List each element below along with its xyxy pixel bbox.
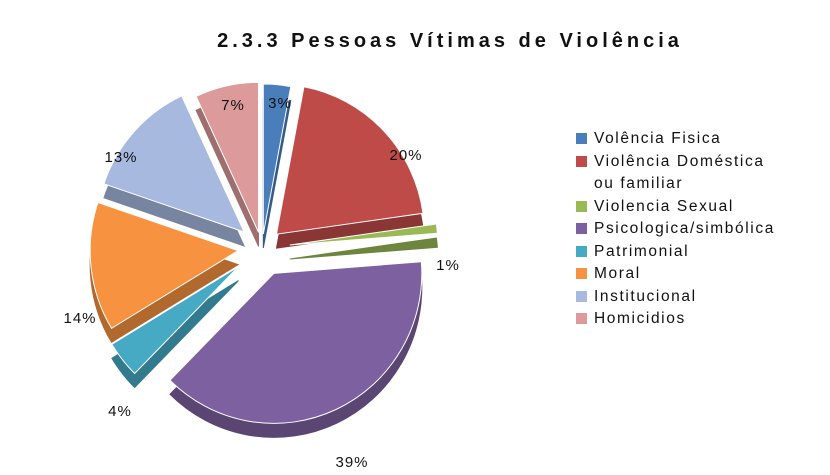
- pie-slice-1: [262, 83, 292, 235]
- chart-title: 2.3.3 Pessoas Vítimas de Violência: [217, 30, 683, 52]
- legend-swatch: [576, 223, 587, 234]
- legend-item-1: Volência Fisica: [576, 128, 776, 151]
- legend-item-7: Institucional: [576, 286, 776, 309]
- legend-label: Psicologica/simbólica: [594, 220, 775, 237]
- legend-label: Patrimonial: [594, 242, 690, 260]
- legend-item-4: Psicologica/simbólica: [576, 218, 776, 241]
- legend: Volência Fisica Violência Doméstica ou fa…: [576, 128, 776, 331]
- legend-item-3: Violencia Sexual: [576, 196, 776, 219]
- data-label-5: 4%: [108, 403, 132, 420]
- data-label-3: 1%: [436, 257, 460, 274]
- pie-slice-8: [195, 81, 260, 233]
- data-label-4: 39%: [335, 454, 368, 471]
- legend-swatch: [576, 268, 587, 279]
- legend-label: Volência Fisica: [594, 130, 722, 147]
- legend-swatch: [576, 133, 587, 144]
- legend-label: Homicidios: [594, 310, 686, 327]
- pie-slice-4: [169, 261, 423, 424]
- data-label-1: 3%: [268, 95, 292, 112]
- data-label-6: 14%: [63, 310, 96, 327]
- legend-swatch: [576, 290, 587, 302]
- data-label-8: 7%: [221, 97, 245, 114]
- pie-slice-5: [111, 266, 239, 375]
- legend-label: Institucional: [594, 287, 697, 305]
- pie-slice-3: [289, 223, 438, 246]
- pie-slice-2: [275, 86, 424, 235]
- pie-slice-6: [89, 201, 240, 329]
- legend-swatch: [576, 245, 587, 257]
- legend-label: Violencia Sexual: [594, 197, 734, 215]
- legend-swatch: [576, 313, 587, 324]
- legend-item-5: Patrimonial: [576, 241, 776, 264]
- legend-item-8: Homicidios: [576, 308, 776, 331]
- legend-item-6: Moral: [576, 263, 776, 286]
- pie-slice-7: [103, 95, 246, 233]
- legend-swatch: [576, 200, 587, 212]
- pie-slice-side-3: [289, 237, 438, 260]
- legend-label: Violência Doméstica ou familiar: [594, 152, 765, 193]
- data-label-2: 20%: [389, 147, 422, 164]
- legend-label: Moral: [594, 265, 641, 282]
- legend-swatch: [576, 155, 587, 167]
- data-label-7: 13%: [104, 149, 137, 166]
- legend-item-2: Violência Doméstica ou familiar: [576, 151, 776, 196]
